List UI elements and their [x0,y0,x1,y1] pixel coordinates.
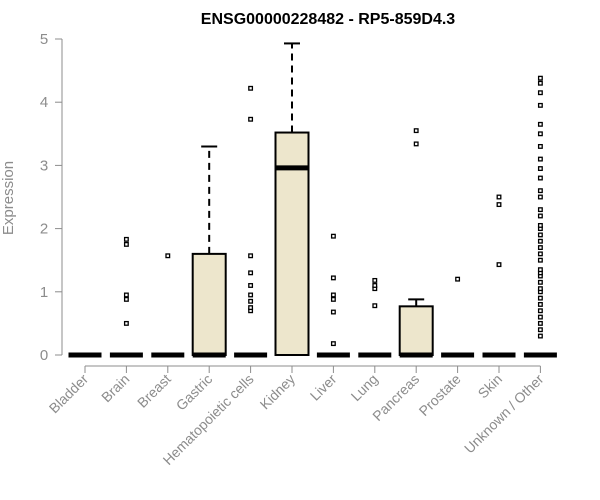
x-tick-label: Liver [307,371,340,404]
box-group-pancreas [398,128,434,358]
outlier-point [330,292,336,298]
outlier-point [537,279,543,285]
outlier-point [330,296,336,302]
outlier-point [537,213,543,219]
y-tick-label: 3 [40,157,48,174]
outlier-point [537,238,543,244]
outlier-point [496,262,502,268]
outlier-point [248,116,254,122]
y-tick-label: 2 [40,221,48,238]
box-group-skin [482,194,516,358]
outlier-point [537,222,543,228]
outlier-point [537,245,543,251]
box [191,252,227,357]
plot-area [68,42,557,358]
outlier-point [537,295,543,301]
outlier-point [537,102,543,108]
box-group-lung [358,277,392,358]
y-tick-label: 0 [40,347,48,364]
box-group-prostate [441,276,475,358]
outlier-point [330,275,336,281]
box [398,305,434,356]
outlier-point [537,175,543,181]
outlier-point [537,308,543,314]
box-group-brain [109,236,143,358]
outlier-point [537,314,543,320]
x-tick-label: Unknown / Other [461,371,547,457]
outlier-point [537,143,543,149]
outlier-point [248,292,254,298]
box-group-gastric [191,145,227,358]
outlier-point [165,253,171,259]
outlier-point [537,75,543,81]
outlier-point [496,202,502,208]
outlier-point [330,309,336,315]
outlier-point [537,257,543,263]
outlier-point [537,251,543,257]
outlier-point [248,85,254,91]
outlier-point [537,166,543,172]
x-tick-label: Breast [134,371,174,411]
outlier-point [537,207,543,213]
y-axis-label: Expression [0,161,17,235]
outlier-point [372,283,378,288]
outlier-point [372,277,378,283]
y-axis: 0 1 2 3 4 5 [40,31,63,364]
chart-title: ENSG00000228482 - RP5-859D4.3 [201,11,455,28]
outlier-point [123,241,129,247]
outlier-point [496,194,502,200]
outlier-point [123,320,129,326]
box-group-breast [151,253,185,358]
outlier-point [330,233,336,239]
outlier-point [330,341,336,347]
outlier-point [123,292,129,298]
outlier-point [248,253,254,259]
outlier-point [537,194,543,200]
x-tick-label: Bladder [46,371,92,417]
outlier-point [123,296,129,302]
box-group-kidney [274,42,310,356]
outlier-point [537,320,543,326]
outlier-point [248,283,254,288]
y-tick-label: 1 [40,284,48,301]
outlier-point [455,276,461,282]
x-tick-label: Lung [348,371,381,404]
outlier-point [248,270,254,276]
outlier-point [537,188,543,194]
outlier-point [537,131,543,137]
outlier-point [248,305,254,311]
y-tick-label: 5 [40,31,48,48]
y-tick-label: 4 [40,94,48,111]
outlier-point [537,267,543,273]
outlier-point [537,327,543,333]
outlier-point [537,286,543,292]
outlier-point [123,236,129,242]
outlier-point [413,128,419,134]
x-tick-label: Kidney [257,371,299,413]
outlier-point [537,333,543,339]
outlier-point [537,80,543,86]
outlier-point [248,298,254,304]
outlier-point [413,141,419,147]
box-group-hematopoietic-cells [234,85,268,358]
outlier-point [537,90,543,96]
x-tick-label: Prostate [416,371,464,419]
outlier-point [372,303,378,309]
outlier-point [537,121,543,127]
box-group-liver [316,233,350,358]
x-tick-label: Brain [98,371,132,405]
outlier-point [537,156,543,162]
outlier-point [537,301,543,307]
x-tick-label: Skin [475,371,506,402]
box-group-unknown-other [523,75,557,358]
outlier-point [537,232,543,238]
